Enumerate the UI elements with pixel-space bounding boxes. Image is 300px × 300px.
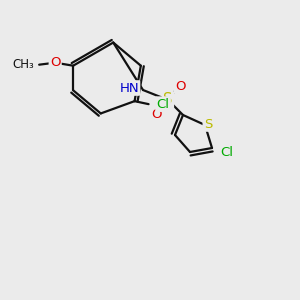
- Text: S: S: [204, 118, 212, 130]
- Text: S: S: [163, 92, 173, 107]
- Text: CH₃: CH₃: [12, 58, 34, 71]
- Text: Cl: Cl: [157, 98, 169, 111]
- Text: Cl: Cl: [220, 146, 233, 158]
- Text: HN: HN: [119, 82, 139, 94]
- Text: O: O: [175, 80, 185, 92]
- Text: O: O: [50, 56, 60, 69]
- Text: O: O: [151, 107, 161, 121]
